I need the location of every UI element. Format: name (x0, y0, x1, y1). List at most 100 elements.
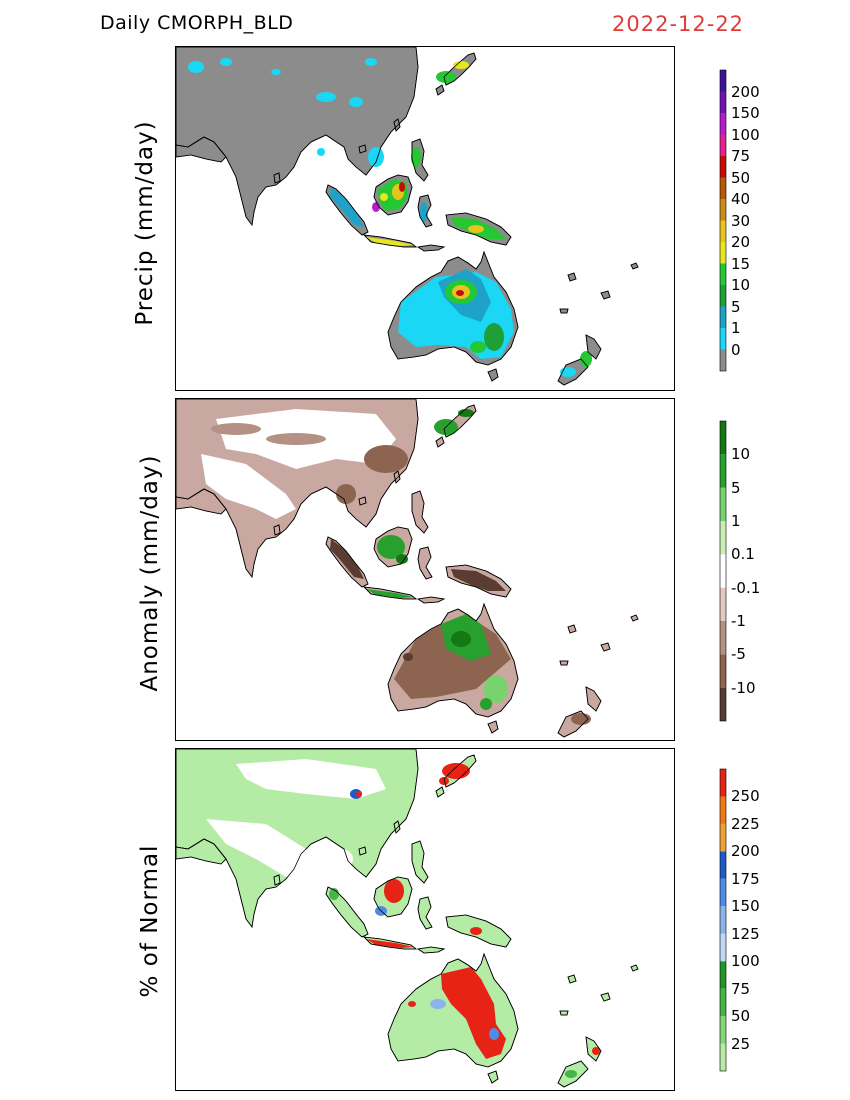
coast-newguinea (445, 564, 512, 598)
precip-patch (330, 539, 364, 579)
coast-australia (387, 250, 519, 366)
coast-sulawesi (417, 896, 433, 930)
colorbar-label: 75 (731, 147, 751, 165)
coast-phil (411, 490, 429, 534)
colorbar-swatch (720, 134, 726, 156)
coast-kyushu (435, 436, 445, 448)
coast-tasmania (487, 368, 499, 382)
precip-patch (366, 237, 414, 246)
precip-patch (451, 569, 506, 591)
precip-patch (436, 71, 456, 83)
colorbar-swatch (720, 878, 726, 907)
precip-patch (396, 554, 408, 564)
colorbar-swatch (720, 933, 726, 962)
coast-taiwan (393, 470, 401, 484)
colorbar-label: 175 (731, 869, 760, 888)
precip-patch (188, 61, 204, 73)
precip-patch (458, 409, 474, 417)
colorbar-swatch (720, 823, 726, 852)
map-svg (176, 47, 674, 390)
coast-hainan (358, 144, 367, 154)
colorbar-label: 100 (731, 125, 760, 144)
colorbar-swatch (720, 421, 726, 455)
colorbar-swatch (720, 263, 726, 285)
coast-sumatra (325, 886, 369, 938)
coast-australia (387, 602, 519, 718)
precip-patch (365, 58, 377, 66)
colorbar-swatch (720, 521, 726, 555)
colorbar-swatch (720, 487, 726, 521)
coast-nzS (557, 710, 589, 738)
colorbar-swatch (720, 220, 726, 242)
coast-lanka (273, 172, 281, 184)
colorbar-label: -10 (731, 678, 756, 697)
coast-nzS (557, 1060, 589, 1088)
coast-tasmania (487, 1070, 499, 1084)
precip-patch (206, 819, 316, 877)
precip-patch (316, 92, 336, 102)
colorbar-swatch (720, 156, 726, 178)
precip-patch (430, 999, 446, 1009)
coast-borneo (373, 174, 413, 216)
colorbar-swatch (720, 91, 726, 113)
colorbar-swatch (720, 328, 726, 350)
precip-patch (211, 423, 261, 435)
colorbar-label: 30 (731, 211, 751, 230)
precip-patch (439, 777, 449, 785)
colorbar-pct (719, 768, 727, 1072)
coast-lanka (273, 524, 281, 536)
precip-patch (364, 445, 408, 473)
colorbar-swatch (720, 242, 726, 264)
colorbar-label: 0.1 (731, 545, 755, 564)
map-panel-pct (175, 748, 675, 1091)
coast-kyushu (435, 84, 445, 96)
precip-patch (366, 589, 414, 598)
coast-japan (443, 754, 477, 788)
coast-lesser (416, 596, 446, 604)
precip-patch (468, 225, 484, 233)
precip-patch (411, 147, 421, 167)
colorbar-label: 0 (731, 340, 741, 359)
colorbar-swatch (720, 961, 726, 989)
coast-pac3 (630, 964, 639, 972)
precip-patch (470, 927, 482, 935)
coast-pac4 (559, 1010, 569, 1016)
coast-newguinea (445, 914, 512, 948)
coast-taiwan (393, 820, 401, 834)
map-panel-precip (175, 46, 675, 391)
precip-patch (571, 713, 591, 725)
coast-australia (387, 952, 519, 1068)
coast-pac1 (567, 624, 577, 634)
precip-patch (480, 698, 492, 710)
precip-patch (336, 484, 356, 504)
colorbar-swatch (720, 70, 726, 92)
map-panel-anomaly (175, 398, 675, 741)
precip-patch (366, 939, 414, 948)
colorbar-label: 125 (731, 924, 760, 943)
colorbar-swatch (720, 199, 726, 221)
colorbar-label: 10 (731, 276, 751, 294)
colorbar-swatch (720, 113, 726, 135)
coast-japan (443, 52, 477, 86)
precip-patch (201, 454, 296, 519)
precip-patch (580, 351, 592, 367)
ylabel-anomaly: Anomaly (mm/day) (137, 454, 163, 692)
precip-patch (377, 535, 405, 559)
colorbar-label: 75 (731, 979, 751, 998)
colorbar-anomaly (719, 420, 727, 722)
colorbar-swatch (720, 687, 726, 721)
precip-patch (329, 849, 353, 869)
coast-nzN (585, 334, 602, 360)
precip-patch (456, 290, 464, 296)
coast-pac2 (600, 290, 611, 300)
colorbar-svg (719, 420, 727, 722)
coast-phil (411, 840, 429, 884)
colorbar-label: 150 (731, 897, 760, 916)
colorbar-label: 50 (731, 1007, 751, 1026)
colorbar-swatch (720, 851, 726, 879)
precip-patch (408, 1001, 416, 1007)
colorbar-label: 5 (731, 297, 741, 316)
coast-borneo (373, 876, 413, 918)
colorbar-label: 15 (731, 254, 751, 273)
coast-pac4 (559, 660, 569, 666)
